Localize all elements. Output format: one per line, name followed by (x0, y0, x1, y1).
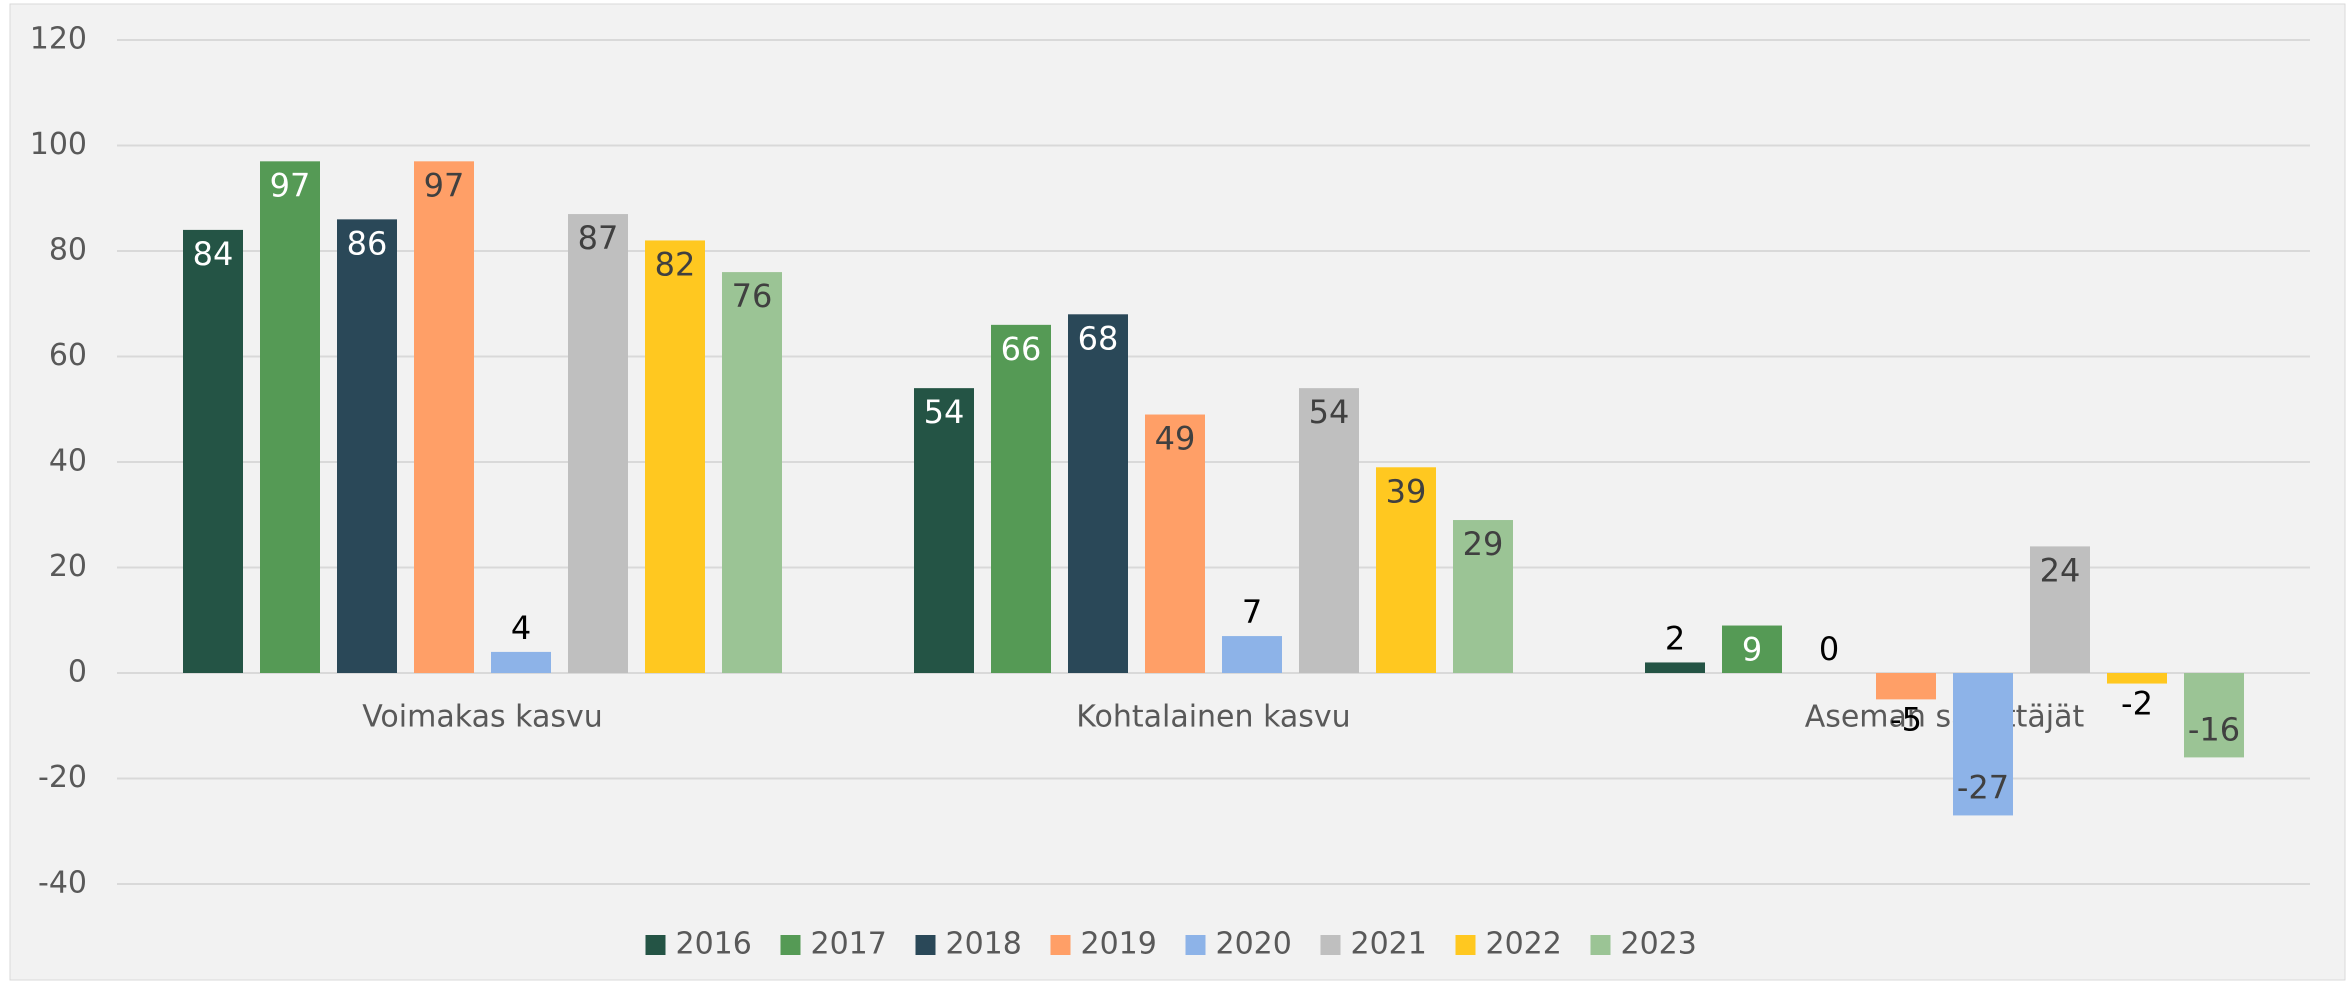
legend-label: 2022 (1486, 927, 1562, 962)
data-label: 9 (1742, 631, 1762, 669)
x-tick-label: Kohtalainen kasvu (1076, 700, 1350, 735)
data-label: 87 (578, 219, 619, 257)
legend-swatch (1185, 935, 1206, 955)
data-label: 82 (655, 245, 696, 283)
bar (568, 214, 628, 673)
bar (1222, 636, 1282, 673)
bar (1645, 662, 1705, 673)
y-tick-label: 0 (68, 655, 87, 690)
data-label: 54 (1309, 393, 1350, 431)
bar (914, 388, 974, 673)
data-label: 97 (424, 166, 465, 204)
legend-swatch (780, 935, 801, 955)
bar (2107, 673, 2167, 684)
y-tick-label: 40 (49, 444, 87, 479)
x-tick-label: Voimakas kasvu (362, 700, 603, 735)
legend-swatch (1050, 935, 1071, 955)
bar (1068, 314, 1128, 673)
bar (1953, 673, 2013, 816)
bar (2030, 546, 2090, 673)
y-tick-label: 100 (30, 127, 87, 162)
legend-label: 2023 (1621, 927, 1697, 962)
legend-swatch (1590, 935, 1611, 955)
bar (991, 324, 1051, 673)
y-tick-label: 60 (49, 338, 87, 373)
data-label: 54 (924, 393, 965, 431)
bar (1876, 673, 1936, 700)
data-label: -5 (1890, 700, 1922, 738)
legend-label: 2021 (1351, 927, 1427, 962)
legend-swatch (915, 935, 936, 955)
legend-label: 2020 (1216, 927, 1292, 962)
data-label: 86 (347, 224, 388, 262)
y-tick-label: -40 (38, 866, 87, 901)
bar (491, 651, 551, 673)
data-label: -2 (2121, 685, 2153, 723)
bar (645, 240, 705, 673)
data-label: 39 (1386, 472, 1427, 510)
legend-label: 2016 (676, 927, 752, 962)
data-label: 97 (270, 166, 311, 204)
y-tick-label: 20 (49, 549, 87, 584)
data-label: 76 (732, 277, 773, 315)
bar (183, 229, 243, 673)
bar (1145, 414, 1205, 673)
bar (1722, 625, 1782, 673)
y-tick-label: 80 (49, 233, 87, 268)
bar (722, 272, 782, 673)
data-label: 68 (1078, 319, 1119, 357)
legend-swatch (1455, 935, 1476, 955)
data-label: 2 (1665, 619, 1685, 657)
bar (2184, 673, 2244, 758)
data-label: 49 (1155, 420, 1196, 458)
legend-swatch (645, 935, 666, 955)
x-tick-label: Aseman säilyttäjät (1805, 700, 2085, 735)
legend-label: 2017 (811, 927, 887, 962)
y-tick-label: 120 (30, 22, 87, 57)
data-label: 0 (1819, 630, 1839, 668)
data-label: 84 (193, 235, 234, 273)
legend-label: 2019 (1081, 927, 1157, 962)
bar (1299, 388, 1359, 673)
data-label: 7 (1242, 593, 1262, 631)
bar (1453, 520, 1513, 673)
bar (260, 161, 320, 673)
data-label: -27 (1957, 768, 2009, 806)
data-label: 29 (1463, 525, 1504, 563)
data-label: -16 (2188, 710, 2240, 748)
y-tick-label: -20 (38, 760, 87, 795)
bar (337, 219, 397, 673)
bar (414, 161, 474, 673)
data-label: 4 (511, 609, 531, 647)
bar (1376, 467, 1436, 673)
legend-label: 2018 (946, 927, 1022, 962)
data-label: 66 (1001, 330, 1042, 368)
legend-swatch (1320, 935, 1341, 955)
data-label: 24 (2040, 551, 2081, 589)
